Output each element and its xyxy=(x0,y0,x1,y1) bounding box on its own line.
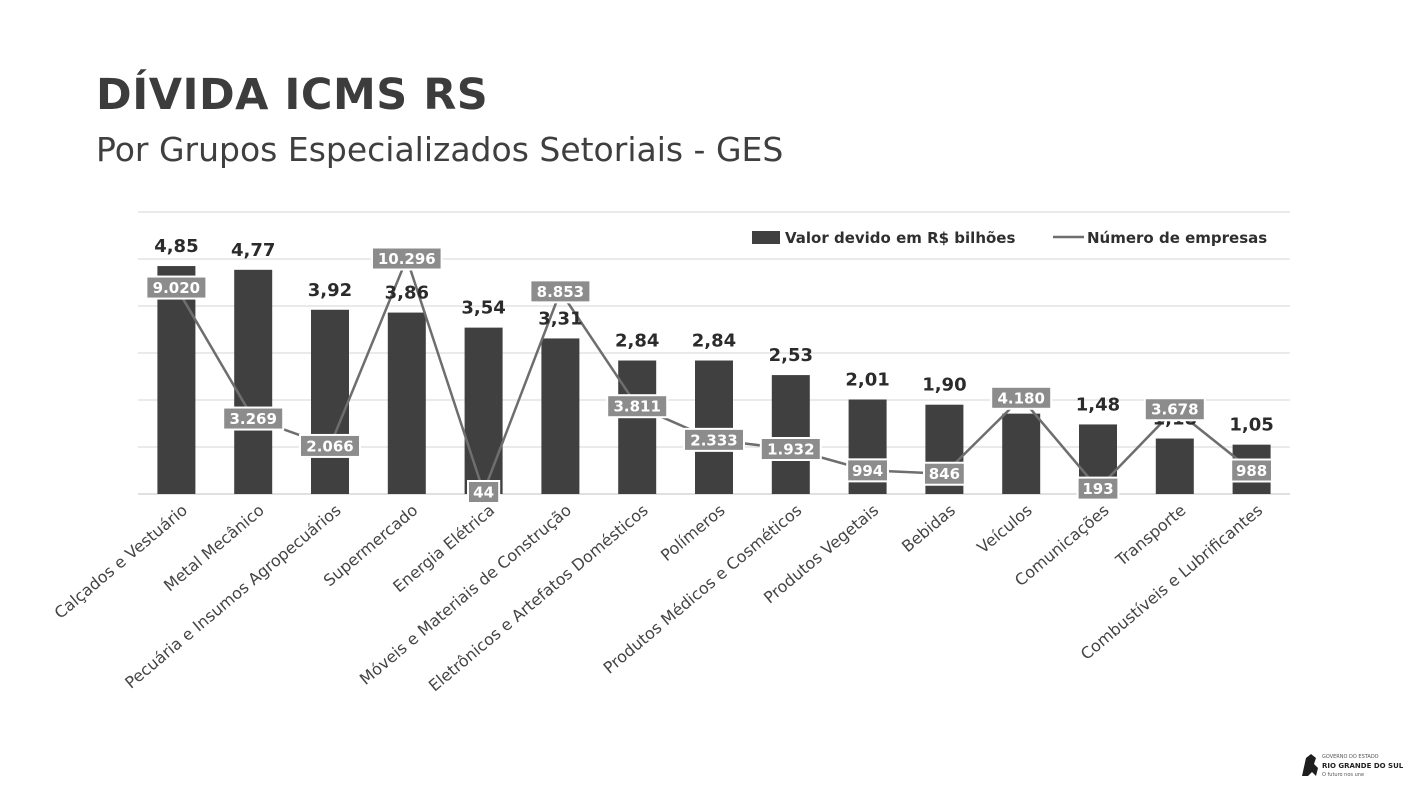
count-label-box xyxy=(467,479,501,504)
count-point-label: 2.066 xyxy=(299,433,361,458)
bar-value-label: 2,84 xyxy=(692,331,736,352)
logo-emblem-icon xyxy=(1302,754,1318,776)
brand-logo: GOVERNO DO ESTADO RIO GRANDE DO SUL O fu… xyxy=(1302,754,1404,778)
legend-bar-label: Valor devido em R$ bilhões xyxy=(785,229,1015,247)
bar-value-label: 1,05 xyxy=(1229,415,1273,436)
bar xyxy=(157,266,196,494)
bar-value-label: 3,54 xyxy=(461,298,505,319)
count-label-text: 8.853 xyxy=(537,283,584,301)
category-label: Transporte xyxy=(1111,501,1189,571)
bar xyxy=(695,360,733,494)
count-label-box xyxy=(222,406,285,431)
count-label-box xyxy=(1076,476,1120,501)
count-point-label: 4.180 xyxy=(990,385,1053,410)
logo-line3: O futuro nos une xyxy=(1322,772,1364,778)
count-label-text: 193 xyxy=(1082,480,1113,498)
count-point-label: 44 xyxy=(467,479,501,504)
bar-value-label: 3,92 xyxy=(308,280,352,301)
legend: Valor devido em R$ bilhões Número de emp… xyxy=(752,229,1267,247)
count-label-text: 988 xyxy=(1236,462,1267,480)
category-label: Calçados e Vestuário xyxy=(51,501,191,623)
bar-value-label: 1,90 xyxy=(922,375,966,396)
count-point-label: 3.811 xyxy=(606,394,669,419)
bar-value-label: 4,77 xyxy=(231,240,275,261)
category-label: Polímeros xyxy=(657,501,729,565)
category-label: Veículos xyxy=(973,501,1035,558)
bar xyxy=(464,327,503,494)
count-label-text: 3.678 xyxy=(1151,401,1198,419)
count-point-label: 10.296 xyxy=(371,246,443,271)
legend-bar-swatch xyxy=(752,231,780,244)
count-point-label: 846 xyxy=(923,461,966,486)
count-label-text: 2.333 xyxy=(690,431,737,449)
logo-line2: RIO GRANDE DO SUL xyxy=(1322,762,1404,770)
count-label-text: 3.811 xyxy=(613,398,660,416)
count-point-label: 988 xyxy=(1230,458,1273,483)
bar xyxy=(387,312,426,494)
count-point-label: 9.020 xyxy=(145,275,208,300)
page-title: DÍVIDA ICMS RS xyxy=(96,70,489,120)
bar-value-label: 3,31 xyxy=(538,308,582,329)
count-label-box xyxy=(299,433,361,458)
count-point-label: 3.678 xyxy=(1143,397,1206,422)
count-point-label: 8.853 xyxy=(529,279,592,304)
bar xyxy=(234,269,273,494)
bar xyxy=(541,338,580,494)
bar xyxy=(1002,413,1041,494)
count-label-box xyxy=(529,279,592,304)
bar-value-label: 2,84 xyxy=(615,331,659,352)
count-label-text: 846 xyxy=(929,465,960,483)
count-label-box xyxy=(145,275,208,300)
bar xyxy=(1155,438,1194,494)
bar-value-label: 2,53 xyxy=(769,345,813,366)
bar-value-labels: 4,85 4,77 3,92 3,86 3,54 3,31 2,84 2,84 2,53 2,01… xyxy=(154,236,1274,436)
count-labels: 9.020 3.269 2.066 10.296 44 8.853 3.811 2.333 1.… xyxy=(145,246,1273,504)
count-point-label: 1.932 xyxy=(759,436,822,461)
count-label-box xyxy=(759,436,822,461)
count-point-label: 2.333 xyxy=(683,427,745,452)
bar-value-label: 1,48 xyxy=(1076,394,1120,415)
count-label-text: 4.180 xyxy=(997,389,1044,407)
count-label-text: 994 xyxy=(852,462,883,480)
count-label-box xyxy=(1143,397,1206,422)
count-label-text: 10.296 xyxy=(378,250,436,268)
count-label-text: 44 xyxy=(473,483,494,501)
bar xyxy=(771,375,810,494)
count-label-box xyxy=(683,427,745,452)
bar-value-label: 3,86 xyxy=(385,283,429,304)
count-point-label: 3.269 xyxy=(222,406,285,431)
count-label-box xyxy=(923,461,966,486)
count-label-text: 1.932 xyxy=(767,440,814,458)
logo-line1: GOVERNO DO ESTADO xyxy=(1322,754,1379,760)
count-label-text: 3.269 xyxy=(229,410,276,428)
count-label-box xyxy=(371,246,443,271)
count-label-text: 2.066 xyxy=(306,437,353,455)
count-point-label: 994 xyxy=(846,458,890,483)
bar-value-label: 2,01 xyxy=(845,370,889,391)
count-point-label: 193 xyxy=(1076,476,1120,501)
legend-line-label: Número de empresas xyxy=(1087,229,1267,247)
page-subtitle: Por Grupos Especializados Setoriais - GE… xyxy=(96,130,784,169)
bar-value-label: 4,85 xyxy=(154,236,198,257)
bar xyxy=(618,360,657,494)
count-label-box xyxy=(846,458,890,483)
category-label: Bebidas xyxy=(898,501,959,557)
bars xyxy=(157,266,1271,494)
count-label-box xyxy=(1230,458,1273,483)
count-label-box xyxy=(606,394,669,419)
count-label-box xyxy=(990,385,1053,410)
bar xyxy=(311,309,349,494)
count-label-text: 9.020 xyxy=(153,279,200,297)
